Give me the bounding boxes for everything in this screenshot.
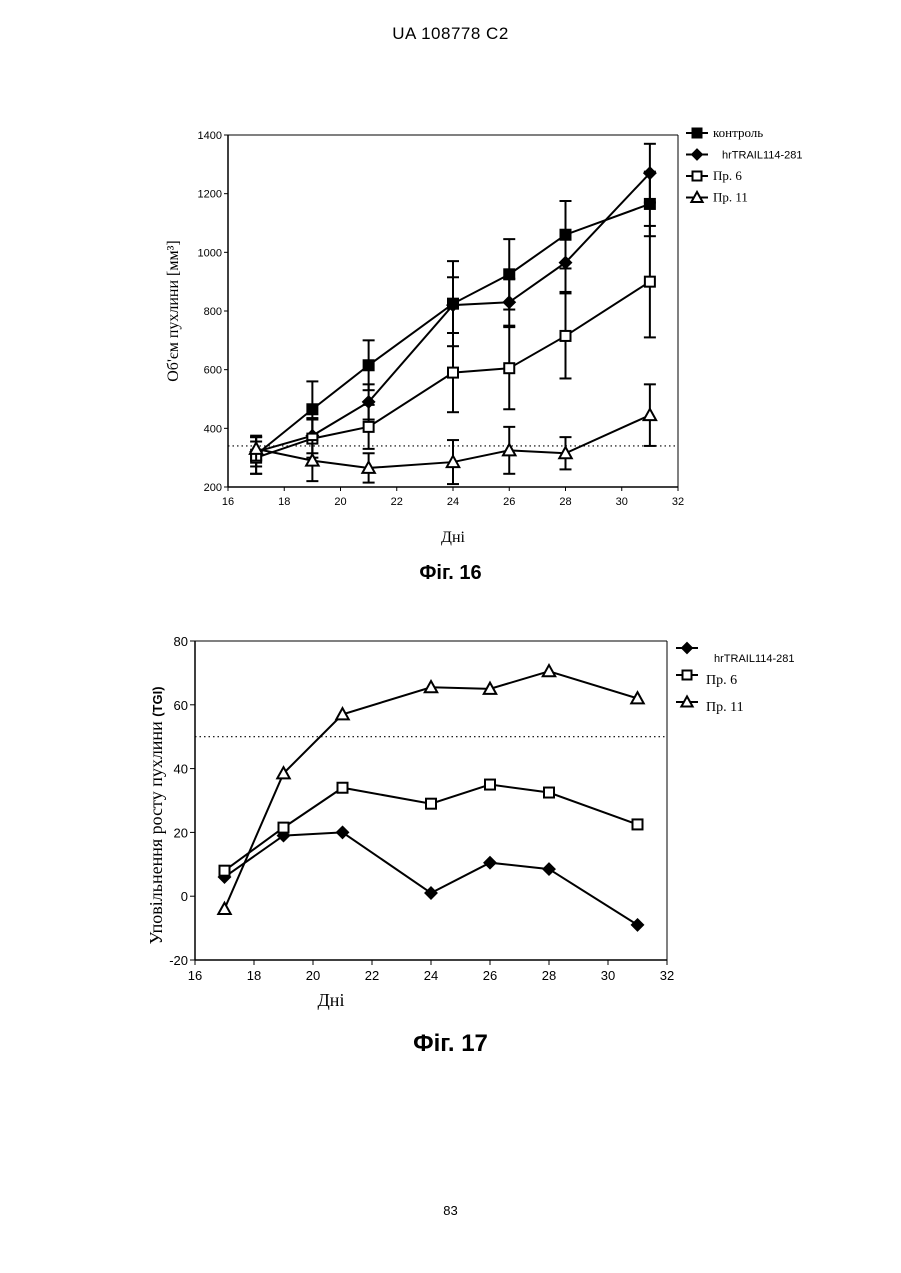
x-tick-label: 18 bbox=[247, 968, 261, 983]
y-tick-label: -20 bbox=[169, 953, 188, 968]
legend-label: Пр. 6 bbox=[706, 673, 737, 688]
data-point bbox=[543, 665, 556, 676]
data-point bbox=[631, 919, 644, 932]
figure-caption-17: Фіг. 17 bbox=[0, 1030, 901, 1058]
x-axis-title: Дні bbox=[318, 990, 345, 1010]
data-point bbox=[633, 819, 643, 829]
data-point bbox=[426, 799, 436, 809]
y-axis-title-unit: (TGI) bbox=[150, 686, 165, 716]
data-point bbox=[544, 788, 554, 798]
legend-marker bbox=[681, 642, 692, 653]
data-point bbox=[279, 823, 289, 833]
x-tick-label: 28 bbox=[542, 968, 556, 983]
x-tick-label: 24 bbox=[424, 968, 438, 983]
y-tick-label: 80 bbox=[174, 634, 188, 649]
x-tick-label: 22 bbox=[365, 968, 379, 983]
data-point bbox=[338, 783, 348, 793]
x-tick-label: 32 bbox=[660, 968, 674, 983]
series-line-0 bbox=[225, 832, 638, 925]
legend-label: Пр. 11 bbox=[706, 700, 744, 715]
y-tick-label: 40 bbox=[174, 762, 188, 777]
data-point bbox=[425, 887, 438, 900]
x-tick-label: 20 bbox=[306, 968, 320, 983]
data-point bbox=[336, 826, 349, 839]
y-tick-label: 0 bbox=[181, 889, 188, 904]
legend-label: hrTRAIL114-281 bbox=[714, 653, 795, 665]
y-axis-title-text: Уповільнення росту пухлини bbox=[146, 717, 166, 945]
data-point bbox=[485, 780, 495, 790]
x-tick-label: 16 bbox=[188, 968, 202, 983]
data-point bbox=[218, 903, 231, 914]
x-tick-label: 26 bbox=[483, 968, 497, 983]
legend-marker bbox=[681, 696, 692, 706]
data-point bbox=[484, 856, 497, 869]
page-number: 83 bbox=[0, 1203, 901, 1218]
series-line-2 bbox=[225, 671, 638, 909]
data-point bbox=[543, 863, 556, 876]
y-tick-label: 20 bbox=[174, 825, 188, 840]
y-tick-label: 60 bbox=[174, 698, 188, 713]
x-tick-label: 30 bbox=[601, 968, 615, 983]
legend-marker bbox=[683, 671, 692, 680]
chart-fig17: 16 18 20 22 24 26 28 30 32 -20 0 20 40 60 80 Дні Уповіль… bbox=[0, 0, 901, 1030]
y-axis-title: Уповільнення росту пухлини (TGI) bbox=[146, 686, 166, 944]
data-point bbox=[220, 866, 230, 876]
